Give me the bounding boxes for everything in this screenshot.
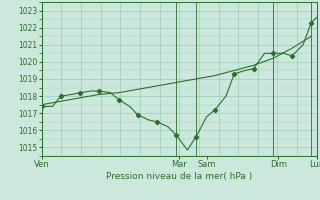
X-axis label: Pression niveau de la mer( hPa ): Pression niveau de la mer( hPa ) — [106, 172, 252, 181]
